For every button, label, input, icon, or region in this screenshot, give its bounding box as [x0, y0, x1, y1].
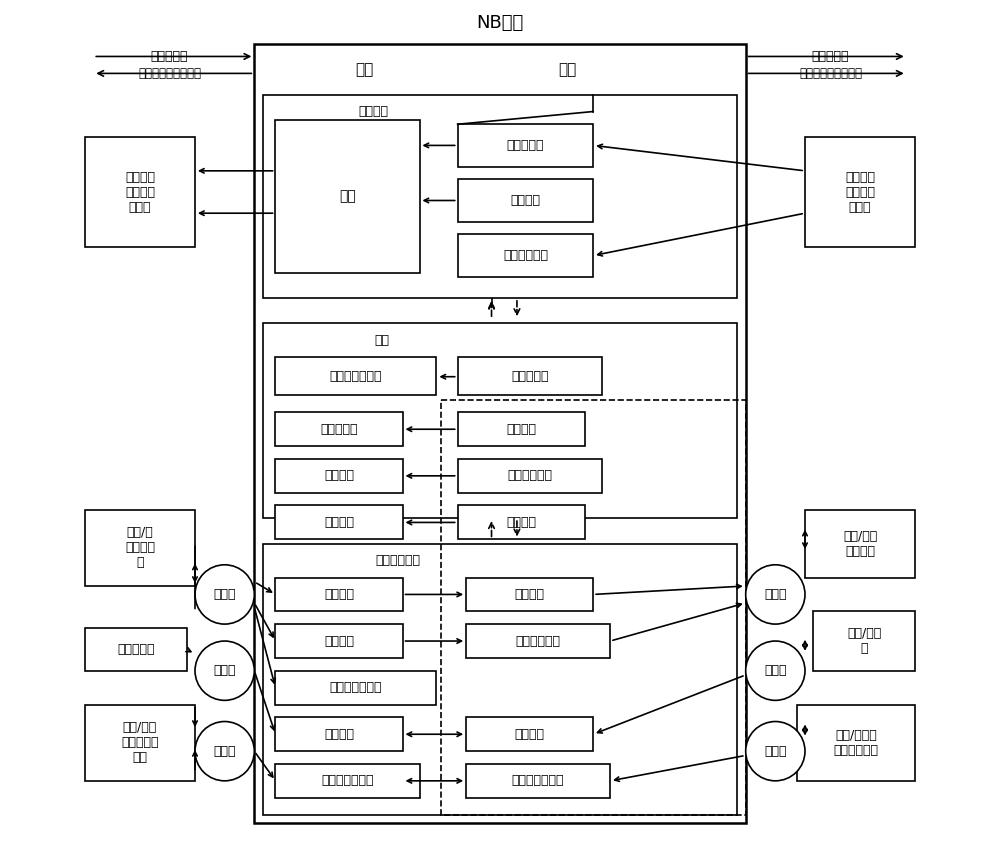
- Bar: [263, 544, 737, 814]
- Text: 发行同业存单: 发行同业存单: [507, 469, 552, 482]
- Bar: [458, 179, 593, 222]
- Bar: [263, 323, 737, 518]
- Text: NB银行: NB银行: [476, 14, 524, 31]
- Bar: [275, 577, 403, 611]
- Text: 发行债券: 发行债券: [506, 422, 536, 436]
- Bar: [466, 577, 593, 611]
- Text: 同业融出: 同业融出: [324, 588, 354, 601]
- Bar: [275, 357, 436, 395]
- Bar: [275, 671, 436, 705]
- Text: 稳定存款: 稳定存款: [510, 194, 540, 207]
- Bar: [275, 624, 403, 658]
- Circle shape: [195, 641, 254, 700]
- Text: 交易所: 交易所: [764, 664, 787, 677]
- Bar: [466, 764, 610, 798]
- Text: 现金需求方: 现金需求方: [151, 50, 188, 63]
- Text: 同业融入: 同业融入: [506, 516, 536, 529]
- Circle shape: [746, 641, 805, 700]
- Text: 交易所: 交易所: [213, 745, 236, 757]
- Text: 资产: 资产: [355, 62, 374, 76]
- Text: 银行/非银
金融机构、
客户: 银行/非银 金融机构、 客户: [121, 721, 159, 764]
- Bar: [458, 459, 602, 493]
- Text: 银行/非银金
融机构、客户: 银行/非银金 融机构、客户: [833, 728, 878, 756]
- Text: 交易所: 交易所: [764, 745, 787, 757]
- Text: 同业融入: 同业融入: [515, 588, 545, 601]
- Bar: [254, 43, 746, 823]
- Text: 个人、企
业、金融
机构等: 个人、企 业、金融 机构等: [125, 171, 155, 213]
- Text: 交易所: 交易所: [213, 664, 236, 677]
- Bar: [441, 400, 746, 814]
- Text: 个人、企
业、金融
机构等: 个人、企 业、金融 机构等: [845, 171, 875, 213]
- Text: 所有者权益: 所有者权益: [511, 371, 548, 383]
- Bar: [275, 717, 403, 751]
- Bar: [275, 764, 420, 798]
- Text: 现金提供方: 现金提供方: [812, 50, 849, 63]
- Text: 非稳定存款: 非稳定存款: [507, 139, 544, 152]
- Text: 同业融出: 同业融出: [324, 516, 354, 529]
- Bar: [85, 628, 187, 671]
- Text: 金融市场业务: 金融市场业务: [376, 554, 421, 567]
- Text: 银行/非银
金融机构: 银行/非银 金融机构: [843, 530, 877, 558]
- Bar: [85, 510, 195, 586]
- Bar: [275, 459, 403, 493]
- Bar: [458, 357, 602, 395]
- Text: 贷款: 贷款: [339, 190, 356, 203]
- Text: 借入证券: 借入证券: [515, 728, 545, 740]
- Bar: [275, 120, 420, 273]
- Bar: [458, 412, 585, 446]
- Text: 信贷业务: 信贷业务: [358, 105, 388, 118]
- Bar: [458, 124, 593, 167]
- Bar: [275, 412, 403, 446]
- Text: 现金流出、证券流入: 现金流出、证券流入: [138, 67, 201, 80]
- Bar: [466, 624, 610, 658]
- Bar: [263, 94, 737, 298]
- Bar: [813, 611, 915, 671]
- Text: 衍生品应收项目: 衍生品应收项目: [321, 774, 374, 787]
- Text: 银行/非
银金融机
构: 银行/非 银金融机 构: [125, 526, 155, 570]
- Circle shape: [746, 564, 805, 624]
- Bar: [85, 137, 195, 247]
- Bar: [805, 510, 915, 577]
- Text: 债券投资: 债券投资: [324, 635, 354, 648]
- Bar: [458, 506, 585, 540]
- Text: 现金流入、证券流出: 现金流入、证券流出: [799, 67, 862, 80]
- Text: 衍生品应付项目: 衍生品应付项目: [512, 774, 564, 787]
- Text: 银行账户: 银行账户: [324, 469, 354, 482]
- Text: 交易所: 交易所: [213, 588, 236, 601]
- Circle shape: [195, 722, 254, 781]
- Text: 发行保本理财: 发行保本理财: [503, 249, 548, 262]
- Text: 法定存款准备金: 法定存款准备金: [330, 371, 382, 383]
- Bar: [805, 137, 915, 247]
- Bar: [466, 717, 593, 751]
- Text: 应收款项类投资: 应收款项类投资: [330, 681, 382, 694]
- Bar: [275, 506, 403, 540]
- Text: 司库: 司库: [374, 334, 389, 347]
- Circle shape: [746, 722, 805, 781]
- Text: 交易所: 交易所: [764, 588, 787, 601]
- Text: 超额备付金: 超额备付金: [320, 422, 358, 436]
- Bar: [458, 235, 593, 277]
- Circle shape: [195, 564, 254, 624]
- Bar: [85, 705, 195, 781]
- Text: 发行同业存单: 发行同业存单: [516, 635, 561, 648]
- Text: 银行/非银
金: 银行/非银 金: [847, 627, 881, 655]
- Text: 借出证券: 借出证券: [324, 728, 354, 740]
- Text: 证券借出方: 证券借出方: [117, 643, 154, 656]
- Bar: [797, 705, 915, 781]
- Text: 负债: 负债: [559, 62, 577, 76]
